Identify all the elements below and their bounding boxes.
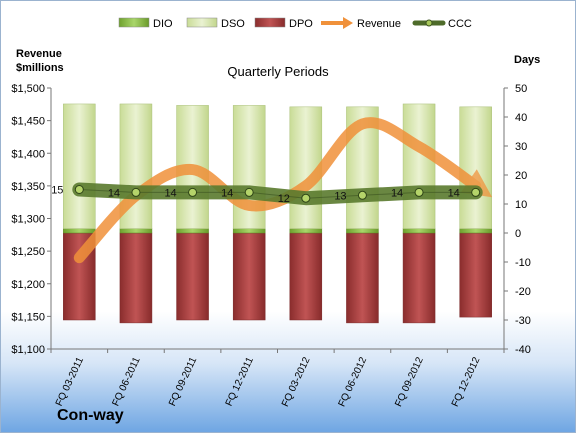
right-tick-label: 30 — [515, 141, 527, 153]
ccc-data-label: 14 — [108, 187, 120, 199]
bar-dio — [232, 228, 266, 234]
left-tick-label: $1,150 — [11, 311, 45, 323]
x-tick-label: FQ 03-2012 — [280, 355, 313, 408]
ccc-point — [188, 187, 198, 197]
legend-label-revenue: Revenue — [357, 18, 401, 30]
right-axis-title: Days — [514, 54, 540, 66]
ccc-point — [471, 187, 481, 197]
bar-dio — [63, 228, 96, 234]
ccc-data-label: 14 — [448, 187, 460, 199]
bar-dpo — [232, 232, 266, 321]
x-tick-label: FQ 12-2011 — [224, 355, 256, 408]
ccc-data-label: 13 — [334, 190, 346, 202]
bar-dio — [402, 228, 436, 234]
legend-label-dso: DSO — [221, 18, 245, 30]
left-axis-title-line1: Revenue — [16, 48, 62, 60]
x-tick-label: FQ 09-2012 — [393, 355, 426, 408]
x-tick-label: FQ 12-2012 — [450, 355, 483, 408]
left-axis-title-line2: $millions — [16, 62, 64, 74]
legend-marker-ccc — [425, 19, 433, 27]
legend-label-dpo: DPO — [289, 18, 313, 30]
ccc-data-label: 14 — [164, 187, 176, 199]
bar-dso — [63, 103, 96, 229]
ccc-data-label: 14 — [391, 187, 403, 199]
left-tick-label: $1,200 — [11, 279, 45, 291]
right-tick-label: 20 — [515, 170, 527, 182]
legend-swatch-dso — [186, 17, 218, 28]
chart-title: Quarterly Periods — [227, 64, 329, 79]
right-tick-label: -20 — [515, 286, 531, 298]
ccc-data-label: 12 — [278, 193, 290, 205]
bar-dso — [459, 106, 492, 229]
left-tick-label: $1,450 — [11, 116, 45, 128]
x-tick-label: FQ 06-2012 — [337, 355, 370, 408]
legend-label-ccc: CCC — [448, 18, 472, 30]
bar-dpo — [346, 232, 379, 324]
ccc-point — [244, 187, 254, 197]
bar-dpo — [289, 232, 323, 321]
bar-dpo — [119, 232, 153, 324]
ccc-point — [414, 187, 424, 197]
ccc-point — [74, 185, 84, 194]
ccc-point — [357, 190, 367, 200]
bar-dpo — [402, 232, 436, 324]
ccc-point — [131, 187, 141, 197]
ccc-point — [301, 193, 311, 203]
bar-dio — [289, 228, 323, 234]
ccc-line-core — [79, 189, 476, 199]
left-tick-label: $1,500 — [11, 83, 45, 95]
bar-dio — [459, 228, 492, 234]
left-tick-label: $1,250 — [11, 246, 45, 258]
x-tick-label: FQ 09-2011 — [167, 355, 199, 408]
company-name: Con-way — [57, 407, 124, 424]
bar-dio — [176, 228, 209, 234]
bar-dpo — [459, 232, 492, 318]
legend-swatch-dio — [118, 17, 150, 28]
legend-arrowhead-revenue — [343, 17, 353, 29]
right-tick-label: 0 — [515, 228, 521, 240]
x-tick-label: FQ 03-2011 — [54, 355, 86, 408]
bar-dio — [119, 228, 153, 234]
left-tick-label: $1,350 — [11, 181, 45, 193]
bar-dio — [346, 228, 379, 234]
right-tick-label: 40 — [515, 112, 527, 124]
legend-swatch-dpo — [254, 17, 286, 28]
bar-dso — [402, 103, 436, 229]
left-tick-label: $1,400 — [11, 148, 45, 160]
bar-dpo — [176, 232, 209, 321]
right-tick-label: 10 — [515, 199, 527, 211]
legend-label-dio: DIO — [153, 18, 173, 30]
x-tick-label: FQ 06-2011 — [110, 355, 142, 408]
right-tick-label: 50 — [515, 83, 527, 95]
right-tick-label: -10 — [515, 257, 531, 269]
ccc-data-label: 14 — [221, 187, 233, 199]
right-tick-label: -40 — [515, 344, 531, 356]
left-tick-label: $1,100 — [11, 344, 45, 356]
left-tick-label: $1,300 — [11, 214, 45, 226]
right-tick-label: -30 — [515, 315, 531, 327]
ccc-data-label: 15 — [51, 185, 63, 197]
